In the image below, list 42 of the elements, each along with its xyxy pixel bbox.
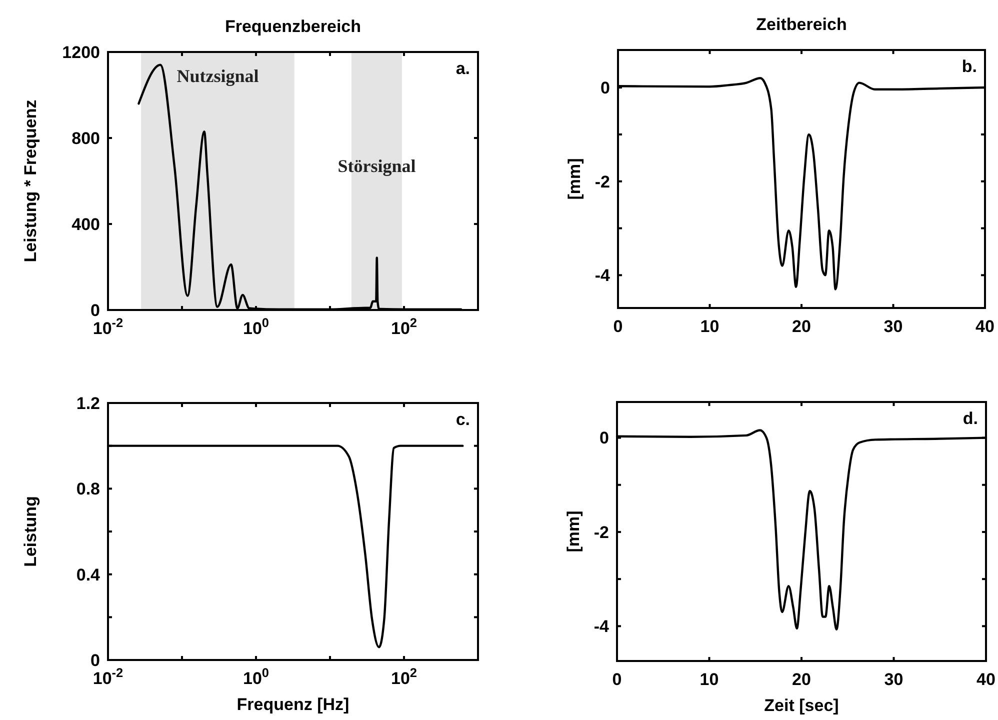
y-tick-label: -2 bbox=[594, 522, 609, 542]
x-tick-label: 40 bbox=[976, 317, 994, 336]
annotation: d. bbox=[962, 409, 978, 428]
y-tick-label: 0 bbox=[600, 428, 609, 448]
y-tick-label: 800 bbox=[72, 128, 100, 148]
band-label: Nutzsignal bbox=[176, 66, 259, 86]
y-axis-title: Leistung * Frequenz bbox=[21, 100, 40, 262]
x-tick-label: 10 bbox=[700, 317, 720, 336]
y-tick-label: 0 bbox=[90, 300, 100, 320]
x-tick-label: 0 bbox=[612, 670, 622, 689]
y-axis-title: [mm] bbox=[564, 510, 583, 552]
x-tick-label: 30 bbox=[884, 317, 903, 336]
y-tick-label: 0 bbox=[600, 78, 610, 98]
annotation: a. bbox=[456, 59, 470, 78]
chart-title: Frequenzbereich bbox=[224, 17, 362, 36]
y-tick-label: -2 bbox=[594, 172, 610, 192]
x-axis-title: Zeit [sec] bbox=[764, 696, 839, 715]
y-tick-label: -4 bbox=[594, 617, 610, 636]
x-tick-label: 10$^{0}$ bbox=[242, 314, 270, 338]
annotation: b. bbox=[962, 57, 977, 76]
annotation: c. bbox=[456, 410, 470, 429]
band-label: Störsignal bbox=[338, 156, 416, 176]
x-tick-label: 20 bbox=[792, 317, 811, 336]
x-tick-label: 10$^{2}$ bbox=[390, 314, 418, 338]
x-tick-label: 30 bbox=[884, 670, 904, 689]
y-tick-label: 0.4 bbox=[76, 565, 101, 584]
y-tick-label: 1200 bbox=[62, 42, 100, 62]
x-tick-label: 10$^{2}$ bbox=[390, 664, 418, 688]
x-tick-label: 20 bbox=[792, 670, 811, 689]
x-axis-title: Frequenz [Hz] bbox=[236, 695, 350, 714]
y-axis-title: [mm] bbox=[565, 158, 584, 200]
y-tick-label: 1.2 bbox=[76, 394, 100, 413]
y-tick-label: -4 bbox=[594, 266, 611, 286]
y-tick-label: 0 bbox=[90, 650, 100, 670]
y-axis-title: Leistung bbox=[21, 496, 40, 567]
y-tick-label: 400 bbox=[72, 214, 100, 234]
x-tick-label: 40 bbox=[976, 670, 996, 689]
chart-title: Zeitbereich bbox=[756, 15, 847, 34]
x-tick-label: 10 bbox=[700, 670, 719, 689]
x-tick-label: 10$^{0}$ bbox=[242, 664, 270, 688]
x-tick-label: 0 bbox=[613, 317, 623, 336]
y-tick-label: 0.8 bbox=[76, 480, 100, 499]
